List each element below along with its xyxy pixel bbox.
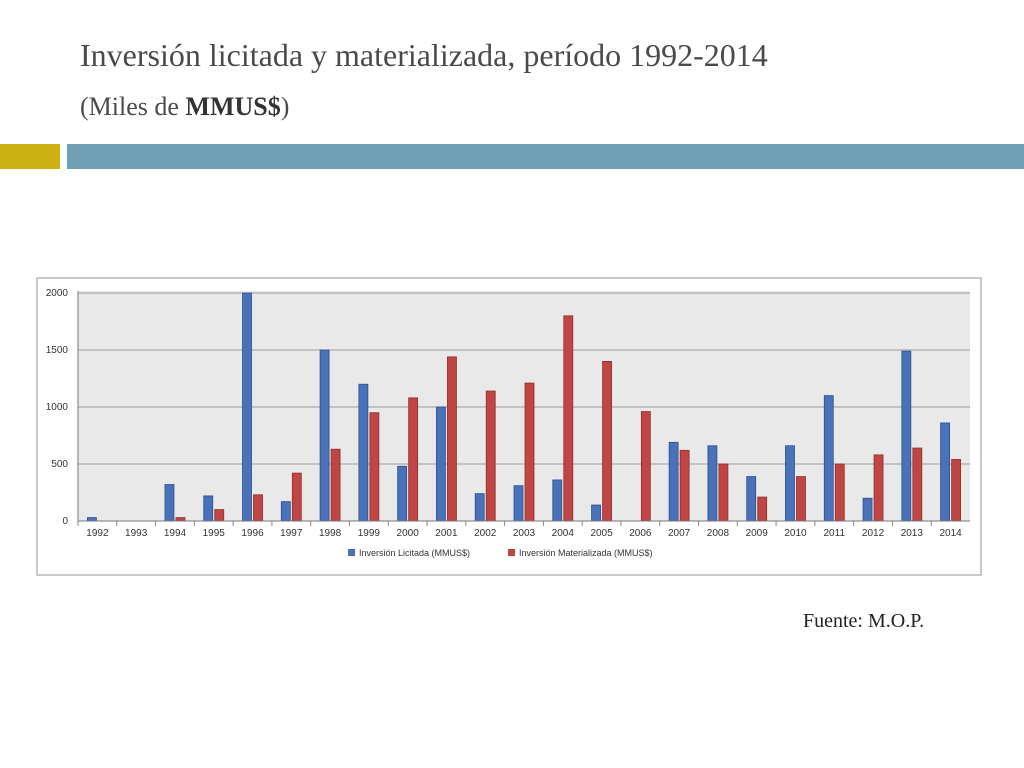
x-tick-label: 1994 bbox=[164, 528, 187, 539]
bar-chart: 0 500 1000 1500 2000 1992 1993 1994 1995 1996 1997… bbox=[46, 288, 970, 558]
bar-materializada bbox=[640, 411, 651, 522]
x-tick-label: 1996 bbox=[241, 528, 264, 539]
x-tick-label: 2002 bbox=[474, 528, 497, 539]
bar-licitada bbox=[397, 465, 408, 522]
x-tick-label: 2008 bbox=[707, 528, 730, 539]
bar-materializada bbox=[291, 472, 302, 522]
subtitle-prefix: (Miles de bbox=[80, 92, 186, 121]
x-tick-label: 1995 bbox=[203, 528, 226, 539]
bar-materializada bbox=[796, 476, 806, 522]
slide-subtitle: (Miles de MMUS$) bbox=[80, 92, 289, 122]
chart-frame: 0 500 1000 1500 2000 1992 1993 1994 1995 1996 1997… bbox=[36, 277, 982, 576]
bar-licitada bbox=[707, 445, 718, 522]
bar-licitada bbox=[940, 422, 951, 522]
bar-licitada bbox=[319, 349, 330, 522]
y-tick-label: 0 bbox=[62, 516, 68, 527]
x-tick-label: 2005 bbox=[590, 528, 613, 539]
bar-materializada bbox=[369, 412, 380, 522]
source-note: Fuente: M.O.P. bbox=[803, 610, 925, 632]
slide-title: Inversión licitada y materializada, perí… bbox=[80, 37, 768, 73]
bar-materializada bbox=[679, 449, 690, 522]
bar-materializada bbox=[602, 361, 612, 522]
x-tick-label: 2012 bbox=[862, 528, 885, 539]
bar-licitada bbox=[86, 517, 97, 522]
legend-swatch bbox=[348, 549, 355, 556]
bar-licitada bbox=[164, 484, 175, 522]
bar-materializada bbox=[175, 517, 186, 522]
plot-area bbox=[78, 291, 970, 521]
bar-materializada bbox=[873, 454, 884, 522]
x-tick-label: 2003 bbox=[513, 528, 536, 539]
subtitle-suffix: ) bbox=[280, 92, 290, 121]
bar-materializada bbox=[718, 463, 729, 522]
bar-licitada bbox=[862, 497, 873, 522]
x-tick-label: 1992 bbox=[86, 528, 109, 539]
bar-licitada bbox=[591, 504, 601, 522]
accent-gold-block bbox=[0, 144, 60, 169]
bar-licitada bbox=[280, 501, 291, 522]
bar-licitada bbox=[242, 292, 252, 522]
bar-materializada bbox=[524, 382, 535, 522]
x-tick-label: 1999 bbox=[358, 528, 381, 539]
x-tick-label: 2007 bbox=[668, 528, 691, 539]
bar-licitada bbox=[203, 495, 214, 522]
x-tick-label: 2004 bbox=[552, 528, 575, 539]
bar-licitada bbox=[513, 485, 524, 522]
x-tick-label: 2010 bbox=[784, 528, 807, 539]
bar-licitada bbox=[358, 383, 369, 522]
legend-label: Inversión Materializada (MMUS$) bbox=[519, 548, 653, 558]
x-tick-label: 2009 bbox=[746, 528, 769, 539]
x-tick-label: 1998 bbox=[319, 528, 342, 539]
bar-licitada bbox=[668, 441, 679, 522]
bar-licitada bbox=[901, 350, 912, 522]
bar-materializada bbox=[951, 459, 962, 522]
bar-licitada bbox=[823, 395, 834, 522]
bar-licitada bbox=[436, 406, 446, 522]
bar-licitada bbox=[785, 445, 795, 522]
x-tick-label: 1997 bbox=[280, 528, 303, 539]
x-tick-label: 1993 bbox=[125, 528, 148, 539]
accent-teal-bar bbox=[67, 144, 1024, 169]
bar-materializada bbox=[214, 509, 225, 522]
legend-label: Inversión Licitada (MMUS$) bbox=[359, 548, 470, 558]
bar-licitada bbox=[552, 479, 563, 522]
subtitle-unit: MMUS$ bbox=[185, 92, 281, 121]
y-tick-label: 1000 bbox=[46, 402, 69, 413]
x-tick-label: 2006 bbox=[629, 528, 652, 539]
x-tick-label: 2013 bbox=[901, 528, 924, 539]
legend-swatch bbox=[508, 549, 515, 556]
bar-materializada bbox=[485, 390, 496, 522]
x-tick-label: 2000 bbox=[397, 528, 420, 539]
bar-materializada bbox=[912, 447, 923, 522]
bar-materializada bbox=[330, 448, 341, 522]
x-tick-label: 2011 bbox=[824, 528, 846, 539]
bar-materializada bbox=[253, 494, 263, 522]
bar-materializada bbox=[563, 315, 574, 522]
bar-materializada bbox=[408, 397, 419, 522]
x-tick-label: 2001 bbox=[435, 528, 458, 539]
bar-licitada bbox=[474, 493, 485, 522]
bar-materializada bbox=[447, 356, 457, 522]
bar-materializada bbox=[757, 496, 768, 522]
y-tick-label: 2000 bbox=[46, 288, 69, 299]
bar-licitada bbox=[746, 476, 757, 522]
x-tick-label: 2014 bbox=[939, 528, 962, 539]
bar-materializada bbox=[834, 463, 845, 522]
y-tick-label: 500 bbox=[51, 459, 68, 470]
y-tick-label: 1500 bbox=[46, 345, 69, 356]
